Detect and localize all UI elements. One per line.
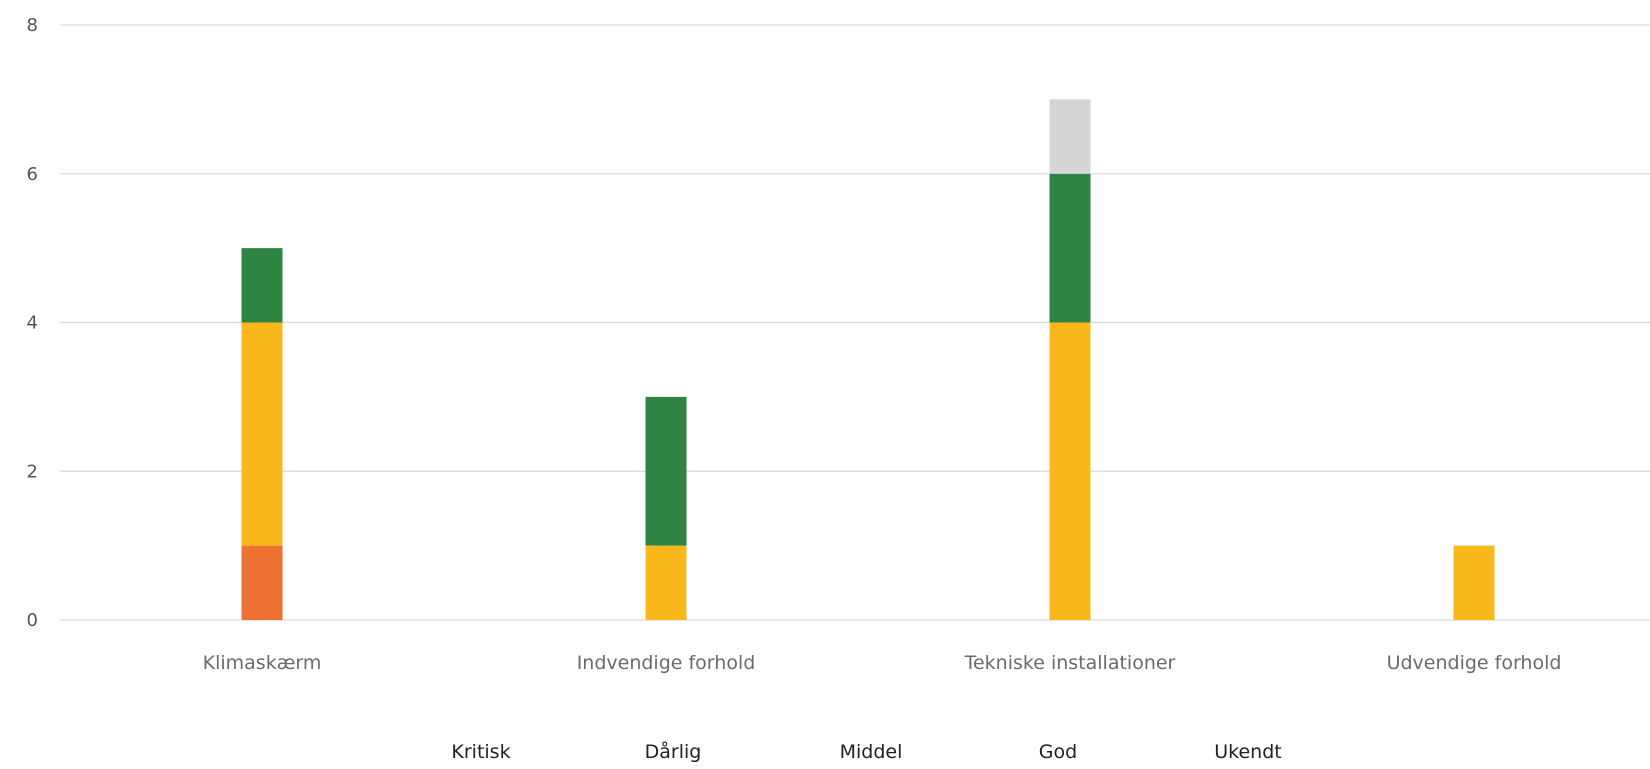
y-tick-label: 8 bbox=[27, 15, 38, 36]
legend: Kritisk Dårlig Middel God Ukendt bbox=[451, 740, 1281, 763]
legend-item-kritisk: Kritisk bbox=[451, 741, 510, 763]
legend-item-ukendt: Ukendt bbox=[1214, 741, 1281, 763]
category-label: Indvendige forhold bbox=[577, 652, 756, 674]
bar-segment-middel-2 bbox=[645, 396, 687, 546]
legend-item-middel: Middel bbox=[840, 741, 903, 763]
y-tick-label: 2 bbox=[27, 461, 38, 482]
category-label: Udvendige forhold bbox=[1387, 652, 1562, 674]
bar-segment-dårlig-1 bbox=[241, 322, 283, 546]
legend-item-god: God bbox=[1039, 741, 1077, 763]
y-tick-label: 0 bbox=[27, 610, 38, 631]
y-axis-ticks: 0 2 4 6 8 bbox=[27, 15, 38, 631]
bar-segment-dårlig-3 bbox=[1049, 322, 1091, 620]
bar-segment-dårlig-2 bbox=[645, 545, 687, 620]
bar-segment-middel-3 bbox=[1049, 173, 1091, 323]
bar-segment-kritisk-1 bbox=[241, 545, 283, 620]
x-axis-categories: Klimaskærm Indvendige forhold Tekniske ins… bbox=[203, 652, 1562, 674]
legend-item-dårlig: Dårlig bbox=[645, 740, 702, 763]
gridlines bbox=[60, 24, 1650, 621]
category-label: Tekniske installationer bbox=[964, 652, 1176, 674]
bar-segment-ukendt-3 bbox=[1049, 99, 1091, 174]
bars bbox=[241, 99, 1495, 620]
y-tick-label: 6 bbox=[27, 164, 38, 185]
category-label: Klimaskærm bbox=[203, 652, 322, 674]
bar-segment-middel-1 bbox=[241, 248, 283, 323]
y-tick-label: 4 bbox=[27, 313, 38, 334]
bar-segment-dårlig-4 bbox=[1453, 545, 1495, 620]
